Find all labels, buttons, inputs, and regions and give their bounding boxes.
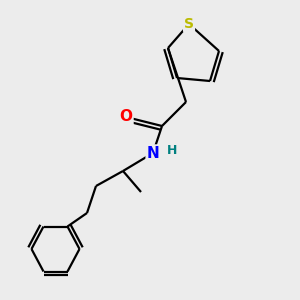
- Text: S: S: [184, 17, 194, 31]
- Text: H: H: [167, 144, 178, 157]
- Text: O: O: [119, 110, 133, 124]
- Text: N: N: [147, 146, 159, 160]
